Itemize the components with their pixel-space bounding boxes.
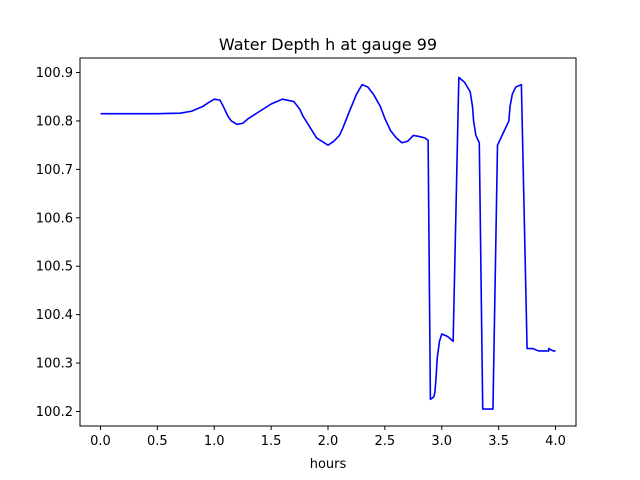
x-tick-label: 1.0 — [204, 434, 225, 449]
x-axis: 0.0 0.5 1.0 1.5 2.0 2.5 3.0 3.5 4.0 — [90, 426, 566, 449]
series-line — [100, 76, 556, 410]
chart-title: Water Depth h at gauge 99 — [219, 35, 437, 54]
y-tick-label: 100.9 — [36, 66, 73, 81]
y-tick-label: 100.3 — [36, 357, 73, 372]
y-tick-label: 100.4 — [36, 308, 73, 323]
y-tick-label: 100.2 — [36, 405, 73, 420]
x-tick-label: 2.0 — [318, 434, 339, 449]
x-tick-label: 3.5 — [488, 434, 509, 449]
x-tick-label: 2.5 — [375, 434, 396, 449]
x-tick-label: 3.0 — [431, 434, 452, 449]
y-axis: 100.2 100.3 100.4 100.5 100.6 100.7 100.8 100.9 — [36, 66, 80, 420]
x-tick-label: 1.5 — [261, 434, 282, 449]
y-tick-label: 100.7 — [36, 163, 73, 178]
y-tick-label: 100.6 — [36, 211, 73, 226]
x-tick-label: 0.0 — [90, 434, 111, 449]
x-tick-label: 4.0 — [545, 434, 566, 449]
y-tick-label: 100.5 — [36, 260, 73, 275]
y-tick-label: 100.8 — [36, 114, 73, 129]
x-axis-label: hours — [310, 457, 347, 472]
x-tick-label: 0.5 — [147, 434, 168, 449]
